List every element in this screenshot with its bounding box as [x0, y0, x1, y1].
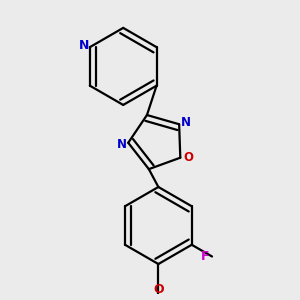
Text: O: O: [184, 151, 194, 164]
Text: N: N: [116, 138, 127, 151]
Text: N: N: [181, 116, 191, 129]
Text: O: O: [153, 283, 164, 296]
Text: N: N: [79, 39, 89, 52]
Text: F: F: [200, 250, 209, 263]
